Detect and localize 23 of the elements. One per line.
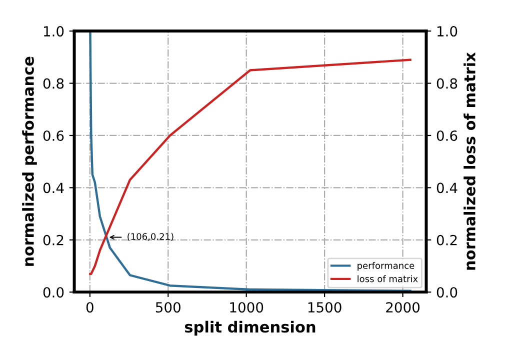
y2-tick-label: 1.0 bbox=[437, 26, 458, 37]
y-tick-label: 0.8 bbox=[43, 78, 64, 89]
y-tick-label: 0.0 bbox=[43, 287, 64, 298]
y2-tick-label: 0.4 bbox=[436, 182, 458, 194]
legend-label: loss of matrix bbox=[358, 275, 418, 282]
x-axis-title: split dimension bbox=[184, 320, 316, 336]
y-tick-label: 0.4 bbox=[43, 182, 64, 194]
y2-tick-label: 0.6 bbox=[436, 130, 458, 141]
y-axis-title: normalized performance bbox=[22, 56, 37, 266]
y-tick-label: 0.6 bbox=[43, 130, 64, 141]
x-tick-label: 2000 bbox=[386, 302, 420, 313]
y2-tick-label: 0.2 bbox=[436, 234, 457, 246]
annotation: (106,0.21) bbox=[128, 232, 174, 241]
x-tick-label: 0 bbox=[86, 302, 94, 313]
x-tick-label: 1000 bbox=[230, 302, 264, 313]
y-tick-label: 1.0 bbox=[44, 26, 64, 37]
y-tick-label: 0.2 bbox=[43, 234, 64, 246]
x-tick-label: 500 bbox=[156, 302, 180, 313]
y2-tick-label: 0.0 bbox=[436, 287, 458, 298]
y2-axis-title: normalized loss of matrix bbox=[464, 52, 476, 270]
legend-label: performance bbox=[358, 262, 414, 271]
x-tick-label: 1500 bbox=[308, 302, 342, 313]
y2-tick-label: 0.8 bbox=[436, 78, 458, 89]
